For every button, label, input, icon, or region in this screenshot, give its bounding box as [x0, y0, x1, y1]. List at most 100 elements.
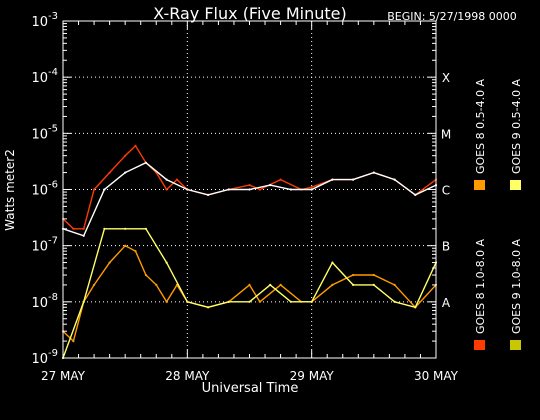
series-point — [248, 188, 251, 191]
legend-swatch — [474, 180, 485, 190]
series-point — [372, 273, 375, 277]
series-point — [279, 283, 282, 286]
chart-title: X-Ray Flux (Five Minute) — [153, 4, 346, 23]
x-tick-label: 29 MAY — [290, 369, 335, 383]
series-point — [227, 300, 230, 303]
y-tick-label: 10-9 — [31, 348, 58, 367]
series-point — [103, 188, 106, 191]
series-point — [165, 261, 168, 264]
series-point — [82, 234, 85, 237]
series-point — [124, 227, 127, 230]
series-point — [144, 161, 147, 164]
series-point — [269, 283, 272, 286]
series-point — [124, 171, 127, 174]
y-tick-base: 10 — [31, 352, 48, 367]
series-point — [93, 188, 96, 191]
series-point — [124, 154, 127, 157]
series-point — [331, 178, 334, 181]
y-tick-label: 10-7 — [31, 236, 58, 255]
series-point — [72, 340, 75, 343]
legend-swatch — [474, 340, 485, 350]
series-point — [393, 300, 396, 303]
y-tick-exponent: -7 — [48, 236, 58, 247]
legend-label: GOES 8 0.5-4.0 A — [474, 78, 487, 174]
legend-label: GOES 9 1.0-8.0 A — [510, 238, 523, 334]
series-point — [248, 283, 251, 286]
series-point — [331, 261, 334, 264]
series-point — [108, 171, 111, 174]
series-point — [393, 178, 396, 181]
y-tick-label: 10-3 — [31, 11, 58, 30]
x-tick-label: 28 MAY — [165, 369, 210, 383]
series-point — [82, 227, 85, 230]
series-point — [258, 188, 261, 191]
legend-label: GOES 9 0.5-4.0 A — [510, 78, 523, 174]
y-tick-base: 10 — [31, 240, 48, 255]
begin-label: BEGIN: 5/27/1998 0000 — [387, 10, 517, 23]
series-point — [352, 178, 355, 181]
series-point — [393, 283, 396, 286]
legend: GOES 8 1.0-8.0 A GOES 8 0.5-4.0 A GOES 9 1… — [474, 78, 523, 350]
x-tick-label: 30 MAY — [414, 369, 459, 383]
y-tick-base: 10 — [31, 127, 48, 142]
series-point — [144, 273, 147, 277]
series-point — [165, 188, 168, 191]
flare-class-labels: A B C M X — [441, 71, 451, 310]
y-axis-label: Watts meter2 — [3, 149, 17, 231]
series-point — [207, 193, 210, 196]
y-tick-label: 10-8 — [31, 292, 58, 311]
y-tick-label: 10-4 — [31, 67, 58, 86]
series-point — [207, 306, 210, 309]
legend-swatch — [510, 180, 521, 190]
series-point — [352, 273, 355, 277]
series-point — [269, 184, 272, 187]
y-tick-base: 10 — [31, 15, 48, 30]
series-point — [352, 283, 355, 286]
legend-label: GOES 8 1.0-8.0 A — [474, 238, 487, 334]
y-tick-exponent: -6 — [48, 180, 58, 191]
series-lines — [61, 144, 438, 360]
y-axis-ticks: 10-910-810-710-610-510-410-3 — [31, 11, 436, 367]
y-tick-exponent: -8 — [48, 292, 58, 303]
flare-class-label: B — [442, 240, 450, 254]
series-point — [108, 261, 111, 264]
series-point — [93, 283, 96, 286]
series-point — [414, 306, 417, 309]
series-point — [165, 178, 168, 181]
series-point — [310, 188, 313, 191]
series-point — [414, 193, 417, 196]
series-point — [331, 283, 334, 286]
y-tick-base: 10 — [31, 296, 48, 311]
series-point — [144, 227, 147, 230]
series-point — [258, 300, 261, 303]
y-tick-label: 10-6 — [31, 180, 58, 199]
y-tick-base: 10 — [31, 71, 48, 86]
series-point — [310, 300, 313, 303]
series-point — [72, 227, 75, 230]
series-point — [289, 188, 292, 191]
series-point — [165, 300, 168, 303]
legend-swatch — [510, 340, 521, 350]
x-axis-ticks: 27 MAY 28 MAY 29 MAY 30 MAY — [41, 21, 459, 383]
series-point — [103, 227, 106, 230]
series-point — [248, 184, 251, 187]
series-point — [186, 300, 189, 303]
series-point — [124, 244, 127, 247]
series-point — [372, 171, 375, 174]
y-tick-exponent: -3 — [48, 11, 58, 22]
series-point — [279, 178, 282, 181]
series-point — [227, 188, 230, 191]
y-tick-exponent: -5 — [48, 123, 58, 134]
series-point — [310, 186, 313, 189]
flare-class-label: A — [442, 296, 451, 310]
flare-class-label: X — [442, 71, 450, 85]
x-tick-label: 27 MAY — [41, 369, 86, 383]
series-point — [175, 178, 179, 181]
series-point — [134, 250, 137, 253]
series-point — [248, 300, 251, 303]
series-point — [289, 300, 292, 303]
y-tick-label: 10-5 — [31, 123, 58, 142]
flare-class-label: C — [442, 184, 450, 198]
